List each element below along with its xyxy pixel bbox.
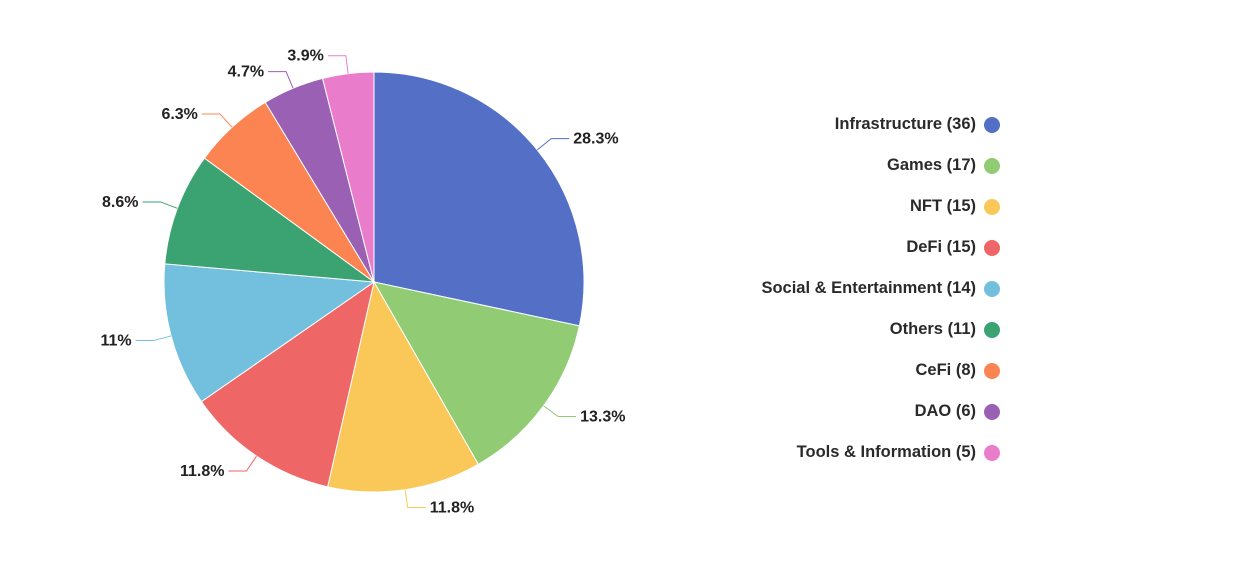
pie-slice-games[interactable] bbox=[373, 281, 580, 465]
legend-item-defi[interactable]: DeFi (15) bbox=[640, 227, 1000, 268]
legend-color-dot bbox=[984, 116, 1000, 133]
legend-label: Games (17) bbox=[887, 156, 976, 174]
pie-slice-defi[interactable] bbox=[200, 280, 375, 488]
legend-color-dot bbox=[984, 321, 1000, 338]
legend-label: DeFi (15) bbox=[906, 238, 976, 256]
label-leader-lines bbox=[135, 55, 577, 508]
legend-color-dot bbox=[984, 444, 1000, 461]
legend-label: CeFi (8) bbox=[915, 361, 976, 379]
legend-item-social-and-entertainment[interactable]: Social & Entertainment (14) bbox=[640, 268, 1000, 309]
percent-label-nft: 11.8% bbox=[430, 499, 474, 516]
legend-label: Social & Entertainment (14) bbox=[761, 279, 976, 297]
leader-line-dao bbox=[268, 71, 294, 89]
legend-color-dot bbox=[984, 239, 1000, 256]
leader-line-nft bbox=[404, 489, 426, 508]
percent-label-defi: 11.8% bbox=[180, 463, 224, 480]
legend-label: Others (11) bbox=[889, 320, 976, 338]
legend-item-others[interactable]: Others (11) bbox=[640, 309, 1000, 350]
legend-color-dot bbox=[984, 157, 1000, 174]
legend-color-dot bbox=[984, 198, 1000, 215]
pie-slice-tools-and-information[interactable] bbox=[321, 71, 375, 283]
leader-line-infrastructure bbox=[536, 138, 570, 151]
percent-label-tools-and-information: 3.9% bbox=[287, 48, 323, 65]
percent-labels: 28.3% 13.3% 11.8% 11.8% 11% 8.6% 6.3% 4.7% 3.9% bbox=[101, 48, 626, 517]
legend-label: DAO (6) bbox=[914, 402, 976, 420]
legend-color-dot bbox=[984, 403, 1000, 420]
percent-label-social-and-entertainment: 11% bbox=[101, 333, 132, 350]
leader-line-others bbox=[142, 201, 178, 209]
legend-item-nft[interactable]: NFT (15) bbox=[640, 186, 1000, 227]
percent-label-dao: 4.7% bbox=[228, 64, 264, 81]
percent-label-games: 13.3% bbox=[580, 408, 625, 425]
legend-item-dao[interactable]: DAO (6) bbox=[640, 391, 1000, 432]
legend-item-games[interactable]: Games (17) bbox=[640, 145, 1000, 186]
legend-color-dot bbox=[984, 280, 1000, 297]
legend-item-cefi[interactable]: CeFi (8) bbox=[640, 350, 1000, 391]
pie-slices bbox=[163, 71, 585, 493]
pie-slice-nft[interactable] bbox=[327, 280, 479, 493]
legend-label: Tools & Information (5) bbox=[796, 443, 976, 461]
legend-color-dot bbox=[984, 362, 1000, 379]
leader-line-social-and-entertainment bbox=[135, 335, 172, 342]
chart-legend: Infrastructure (36) Games (17) NFT (15) DeF… bbox=[640, 104, 1000, 473]
pie-slice-infrastructure[interactable] bbox=[373, 71, 585, 327]
leader-line-defi bbox=[228, 455, 257, 472]
legend-label: Infrastructure (36) bbox=[834, 115, 976, 133]
leader-line-tools-and-information bbox=[327, 55, 349, 74]
percent-label-cefi: 6.3% bbox=[161, 106, 197, 123]
leader-line-cefi bbox=[201, 113, 233, 128]
percent-label-others: 8.6% bbox=[102, 194, 138, 211]
pie-slice-social-and-entertainment[interactable] bbox=[163, 263, 376, 403]
legend-item-tools-and-information[interactable]: Tools & Information (5) bbox=[640, 432, 1000, 473]
pie-slice-others[interactable] bbox=[164, 157, 376, 283]
legend-label: NFT (15) bbox=[910, 197, 976, 215]
percent-label-infrastructure: 28.3% bbox=[573, 131, 618, 148]
legend-item-infrastructure[interactable]: Infrastructure (36) bbox=[640, 104, 1000, 145]
leader-line-games bbox=[543, 405, 577, 417]
